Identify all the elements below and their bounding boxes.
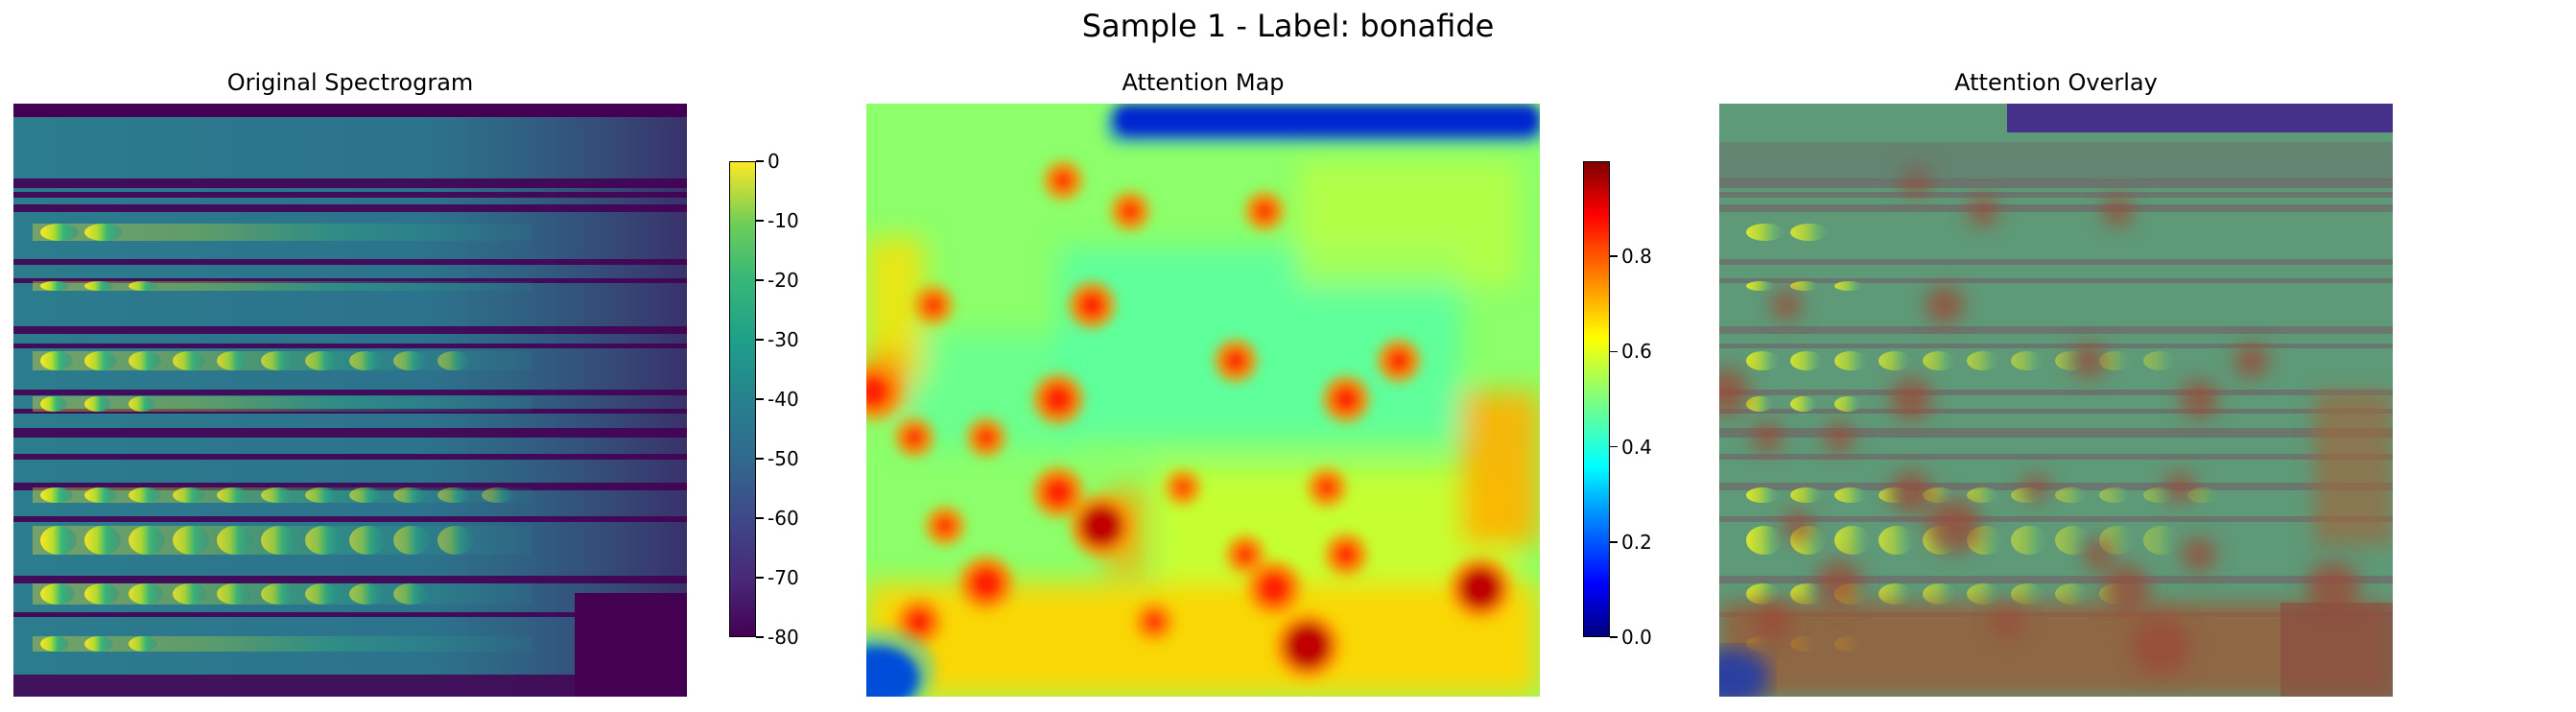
- att-tickmark: [1610, 255, 1618, 257]
- spec-tick-label: -20: [768, 269, 799, 292]
- spec-tickmark: [756, 220, 764, 222]
- spectrogram-title: Original Spectrogram: [226, 69, 474, 96]
- spec-tick-label: -60: [768, 507, 799, 530]
- att-tick-label: 0.8: [1621, 245, 1652, 269]
- attention-colorbar: [1583, 161, 1610, 637]
- spec-tick-label: -10: [768, 209, 799, 232]
- spec-tickmark: [756, 577, 764, 579]
- spec-tickmark: [756, 279, 764, 281]
- spec-tick-label: -40: [768, 388, 799, 411]
- spec-tickmark: [756, 636, 764, 638]
- spec-tick-label: -70: [768, 566, 799, 589]
- figure-suptitle: Sample 1 - Label: bonafide: [1081, 8, 1495, 44]
- spec-tickmark: [756, 160, 764, 162]
- spectrogram-colorbar: [729, 161, 756, 637]
- att-tickmark: [1610, 541, 1618, 543]
- spec-tickmark: [756, 398, 764, 400]
- spec-tick-label: -50: [768, 447, 799, 470]
- overlay-title: Attention Overlay: [1954, 69, 2158, 96]
- attention-map-image: [866, 104, 1540, 697]
- spec-tickmark: [756, 517, 764, 519]
- att-tick-label: 0.2: [1621, 530, 1652, 554]
- attention-map-title: Attention Map: [1122, 69, 1285, 96]
- spec-tick-label: -30: [768, 328, 799, 351]
- spec-tick-label: -80: [768, 626, 799, 649]
- spectrogram-harmonics: [33, 224, 532, 652]
- att-tick-label: 0.6: [1621, 340, 1652, 364]
- spectrogram-image: [13, 104, 687, 697]
- att-tick-label: 0.4: [1621, 435, 1652, 459]
- att-tickmark: [1610, 636, 1618, 638]
- att-tick-label: 0.0: [1621, 626, 1652, 649]
- spec-tickmark: [756, 339, 764, 341]
- overlay-image: [1719, 104, 2393, 697]
- attention-hotspots: [866, 161, 1511, 678]
- spec-tickmark: [756, 458, 764, 460]
- att-tickmark: [1610, 350, 1618, 353]
- spec-tick-label: 0: [768, 150, 780, 173]
- att-tickmark: [1610, 445, 1618, 448]
